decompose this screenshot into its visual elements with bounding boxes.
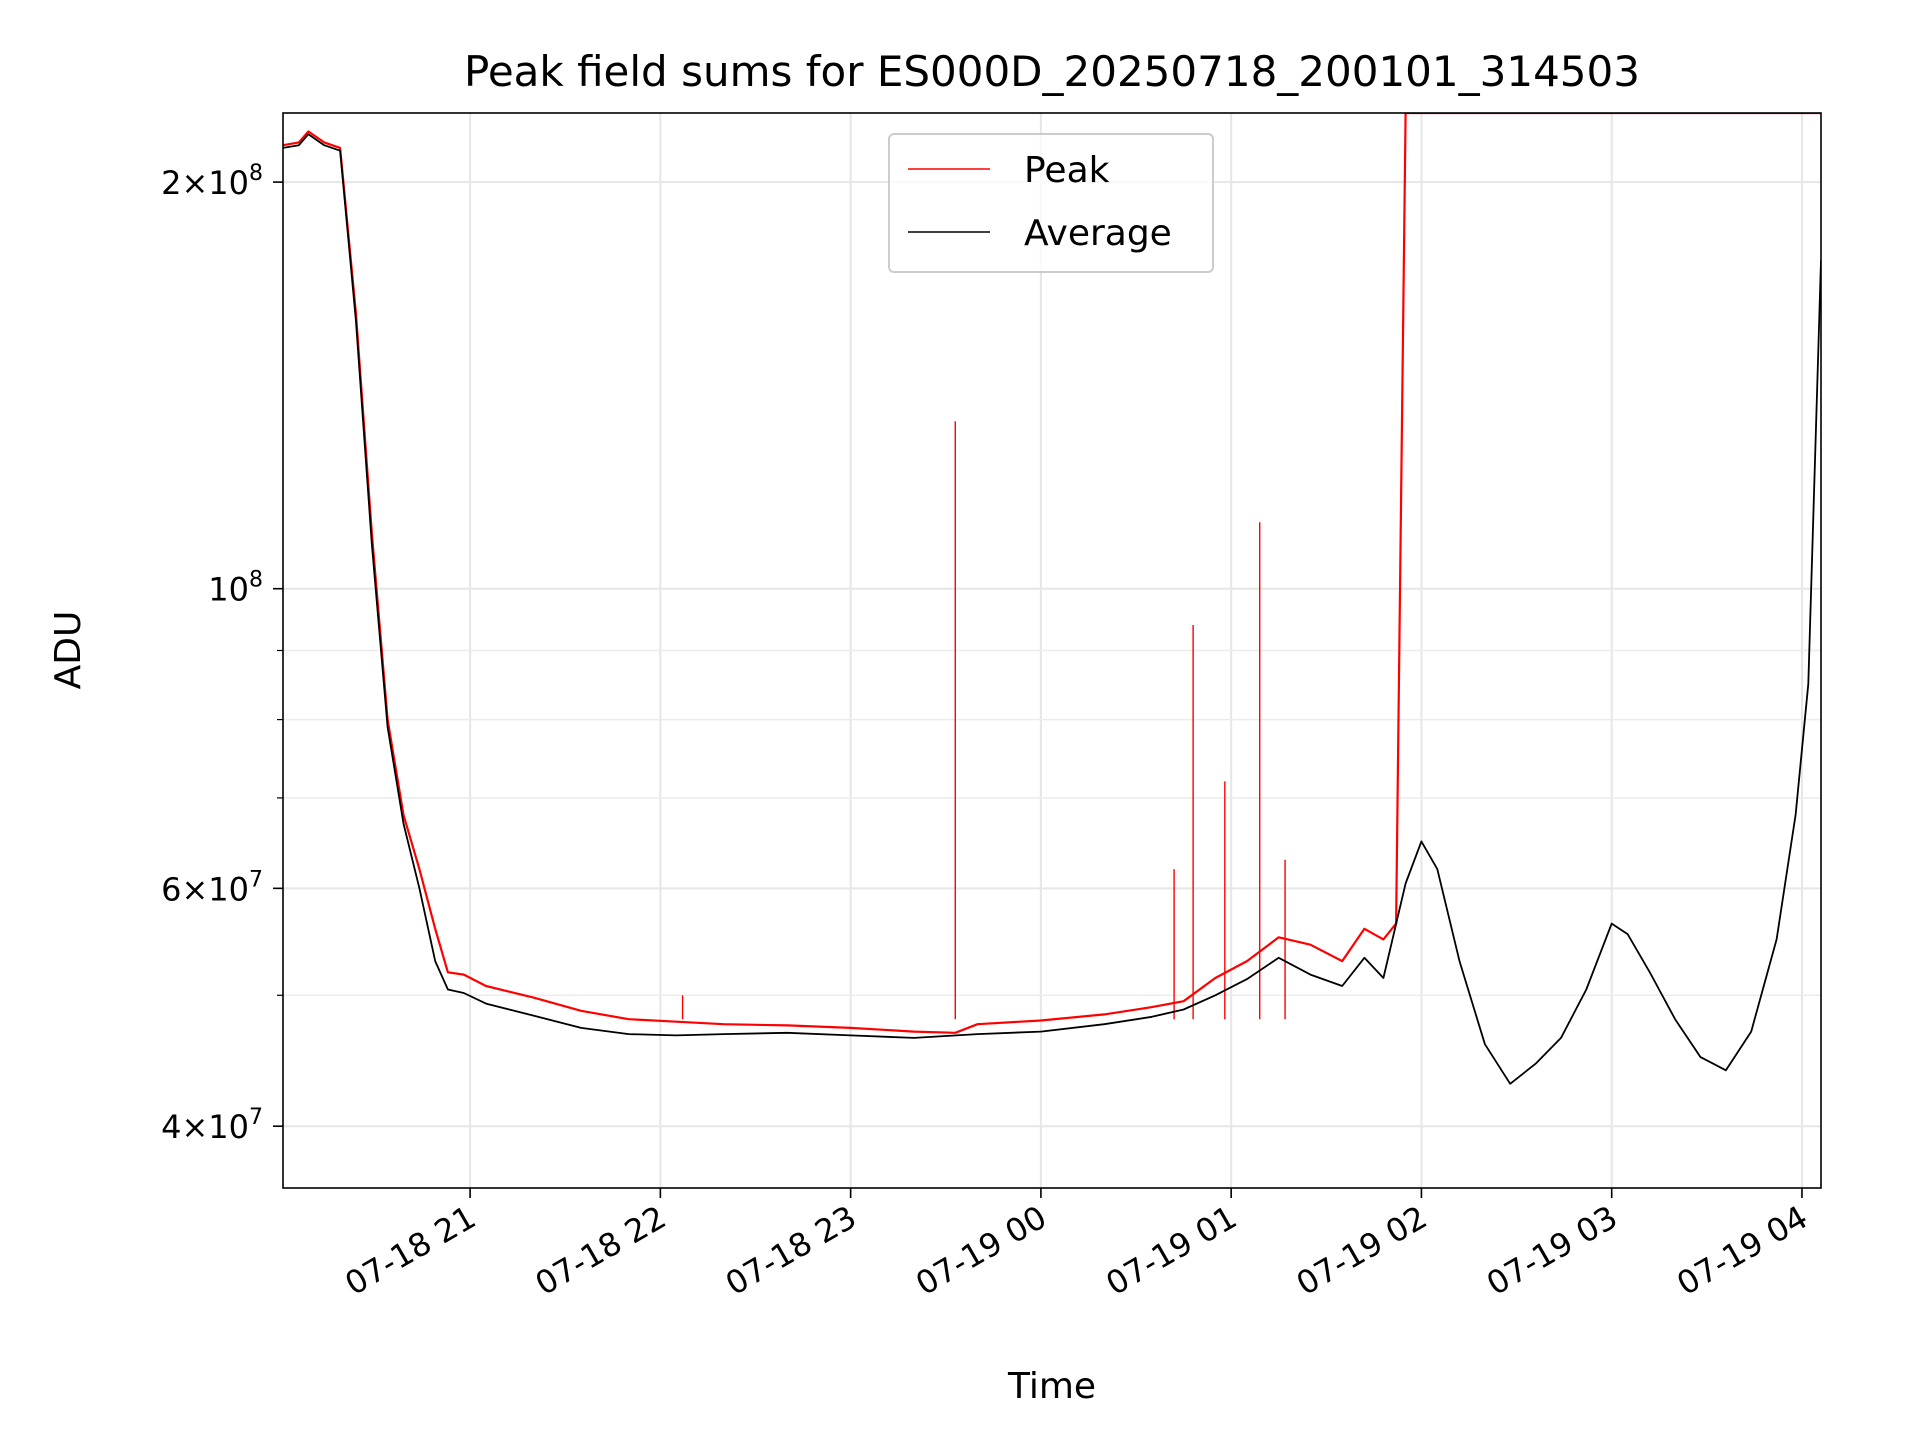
x-axis-label: Time [1007, 1366, 1096, 1407]
series-line-average [283, 133, 1821, 1085]
grid-lines [283, 113, 1821, 1188]
y-tick-label: 6×107 [161, 867, 263, 908]
y-axis-label: ADU [48, 611, 89, 690]
chart-title: Peak field sums for ES000D_20250718_2001… [464, 47, 1640, 96]
y-tick-label: 108 [208, 568, 263, 609]
y-tick-label: 4×107 [161, 1105, 263, 1146]
legend: Peak Average [888, 133, 1214, 273]
y-tick-label: 2×108 [161, 161, 263, 202]
series-line-peak [283, 113, 1821, 1034]
y-axis-ticks: 4×107 6×107 108 2×108 [161, 161, 283, 1146]
legend-label-average: Average [1024, 213, 1172, 254]
legend-label-peak: Peak [1024, 150, 1110, 191]
series-lines [283, 113, 1821, 1085]
